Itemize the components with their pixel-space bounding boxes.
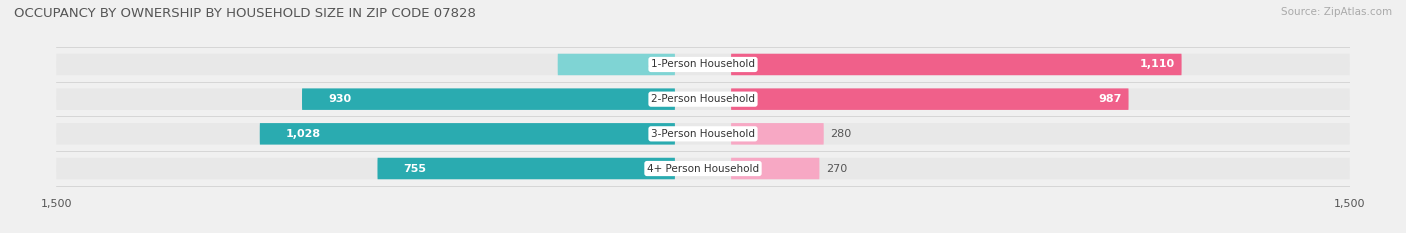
FancyBboxPatch shape: [56, 158, 1350, 179]
Text: 930: 930: [328, 94, 352, 104]
FancyBboxPatch shape: [558, 54, 675, 75]
FancyBboxPatch shape: [377, 158, 675, 179]
Text: OCCUPANCY BY OWNERSHIP BY HOUSEHOLD SIZE IN ZIP CODE 07828: OCCUPANCY BY OWNERSHIP BY HOUSEHOLD SIZE…: [14, 7, 477, 20]
Text: 1,028: 1,028: [285, 129, 321, 139]
FancyBboxPatch shape: [260, 123, 675, 145]
Text: 270: 270: [825, 164, 848, 174]
Text: 2-Person Household: 2-Person Household: [651, 94, 755, 104]
FancyBboxPatch shape: [731, 123, 824, 145]
Text: 987: 987: [1098, 94, 1122, 104]
FancyBboxPatch shape: [731, 54, 1181, 75]
Text: 337: 337: [647, 59, 668, 69]
FancyBboxPatch shape: [302, 88, 675, 110]
FancyBboxPatch shape: [731, 88, 1129, 110]
Text: 3-Person Household: 3-Person Household: [651, 129, 755, 139]
Text: 4+ Person Household: 4+ Person Household: [647, 164, 759, 174]
FancyBboxPatch shape: [56, 123, 1350, 145]
Text: 755: 755: [404, 164, 426, 174]
FancyBboxPatch shape: [56, 88, 1350, 110]
FancyBboxPatch shape: [56, 54, 1350, 75]
Text: 1-Person Household: 1-Person Household: [651, 59, 755, 69]
Text: 1,110: 1,110: [1140, 59, 1175, 69]
FancyBboxPatch shape: [731, 158, 820, 179]
Text: 280: 280: [830, 129, 852, 139]
Text: Source: ZipAtlas.com: Source: ZipAtlas.com: [1281, 7, 1392, 17]
